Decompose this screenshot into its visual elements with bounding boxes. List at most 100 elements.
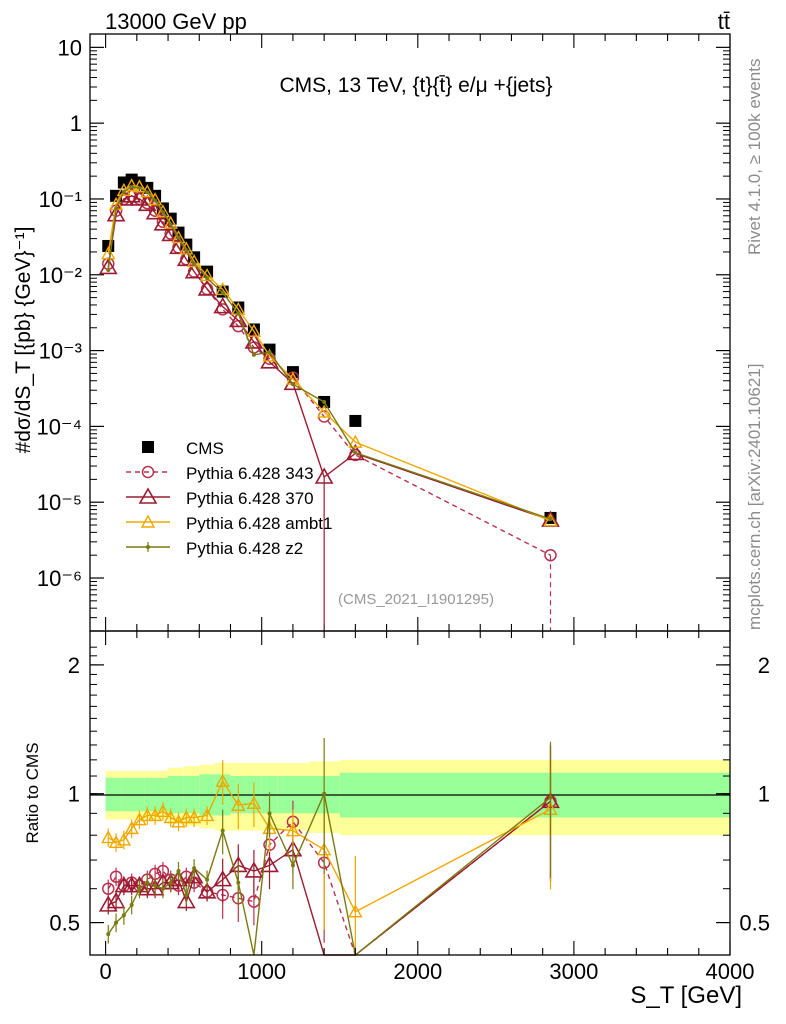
data-point	[98, 257, 118, 275]
data-point	[163, 215, 178, 229]
ratio-point	[231, 797, 246, 811]
ratio-point	[205, 877, 210, 882]
ratio-point	[260, 855, 279, 873]
data-point	[322, 399, 327, 404]
data-point	[192, 261, 197, 266]
rivet-label: Rivet 4.1.0, ≥ 100k events	[745, 59, 764, 255]
main-ytick-label: 10⁻⁶	[37, 566, 82, 591]
data-point	[145, 190, 150, 195]
data-point	[130, 189, 149, 206]
series-line	[107, 195, 551, 556]
ratio-point	[220, 828, 225, 833]
ratio-axis-ticks: 0.5 0.5 1 1 2 2 0 1000 2000 3000 4000	[49, 631, 770, 984]
data-point	[179, 241, 194, 255]
main-panel: 10 1 10⁻¹ 10⁻² 10⁻³ 10⁻⁴ 10⁻⁵ 10⁻⁶ CMS, 13 TeV,…	[12, 33, 731, 632]
ratio-point	[246, 795, 262, 809]
legend-label: CMS	[186, 439, 224, 458]
ratio-ytick-label: 2	[68, 653, 80, 678]
data-point	[101, 246, 116, 260]
main-ytick-label: 10⁻⁵	[37, 490, 82, 515]
data-point	[171, 230, 186, 244]
ratio-point	[179, 810, 194, 824]
data-point	[548, 517, 553, 522]
ratio-point	[322, 791, 327, 796]
data-point	[197, 279, 217, 296]
ratio-point	[215, 773, 230, 787]
data-point	[147, 192, 163, 206]
ratio-frame	[89, 630, 731, 956]
ratio-point	[163, 810, 178, 824]
x-axis-label: S_T [GeV]	[630, 982, 742, 1009]
analysis-watermark: (CMS_2021_I1901295)	[338, 591, 494, 608]
legend-marker	[138, 487, 158, 504]
ratio-point	[153, 883, 158, 888]
ratio-point	[114, 920, 119, 925]
data-point	[236, 311, 241, 316]
ratio-series-pythia-6-428-z2	[106, 737, 553, 957]
legend-marker	[142, 441, 154, 453]
data-point	[137, 194, 157, 212]
ratio-point	[290, 863, 295, 868]
ratio-point	[106, 932, 111, 937]
legend-label: Pythia 6.428 z2	[186, 539, 303, 558]
ratio-point	[140, 807, 155, 822]
ratio-point	[184, 867, 204, 884]
data-point	[160, 210, 165, 215]
xtick-label: 2000	[393, 959, 442, 984]
series-pythia-6-428-z2	[106, 184, 553, 522]
ratio-point	[98, 895, 118, 912]
ratio-point	[197, 882, 217, 899]
ratio-ytick-label: 0.5	[49, 911, 80, 936]
data-point	[348, 434, 363, 448]
ratio-point	[124, 820, 139, 835]
ratio-point	[116, 832, 132, 846]
main-ytick-label: 10⁻⁴	[36, 414, 82, 439]
ratio-point	[129, 902, 134, 907]
data-point	[220, 290, 225, 295]
ratio-point	[267, 811, 272, 816]
data-point	[205, 276, 210, 281]
legend-marker	[140, 514, 156, 528]
main-ylabel: #dσ/dS_T [{pb} {GeV}⁻¹]	[12, 227, 35, 454]
chart-title: CMS, 13 TeV, {t}{t̄} e/μ +{jets}	[279, 74, 552, 97]
data-point	[161, 224, 181, 242]
ratio-point	[199, 807, 215, 822]
xtick-label: 3000	[549, 959, 598, 984]
mcplots-label: mcplots.cern.ch [arXiv:2401.10621]	[745, 364, 764, 630]
ratio-ytick-label-right: 1	[758, 782, 770, 807]
data-point	[283, 373, 303, 391]
xtick-label: 4000	[706, 959, 755, 984]
xtick-label: 0	[99, 959, 111, 984]
ratio-point	[548, 795, 553, 800]
data-point	[137, 185, 142, 190]
ratio-point	[244, 861, 264, 878]
ratio-point	[348, 904, 363, 918]
data-point	[186, 253, 202, 268]
ratio-point	[236, 880, 241, 885]
data-point	[345, 443, 365, 461]
ratio-point	[101, 830, 116, 844]
ratio-point	[160, 886, 165, 891]
ratio-point	[102, 882, 115, 895]
data-point	[106, 268, 111, 273]
ratio-point	[145, 880, 150, 885]
ratio-point	[137, 886, 142, 891]
main-ytick-label: 10⁻¹	[39, 187, 82, 212]
data-point	[244, 332, 264, 349]
data-point	[349, 414, 362, 427]
legend-marker	[141, 465, 155, 479]
main-ytick-label: 10	[58, 35, 82, 60]
data-point	[114, 206, 119, 211]
data-point	[314, 467, 334, 484]
data-point	[124, 178, 139, 192]
data-point	[184, 262, 204, 279]
data-point	[176, 235, 181, 240]
ratio-point	[109, 870, 123, 883]
legend-marker	[146, 545, 150, 549]
legend-item-pythia-6-428-z2: Pythia 6.428 z2	[126, 539, 303, 558]
xtick-label: 1000	[237, 959, 286, 984]
ratio-panel: 0.5 0.5 1 1 2 2 0 1000 2000 3000 4000 Ratio to CMS…	[23, 630, 770, 1009]
data-point	[168, 222, 173, 227]
legend-item-pythia-6-428-ambt1: Pythia 6.428 ambt1	[126, 514, 332, 533]
